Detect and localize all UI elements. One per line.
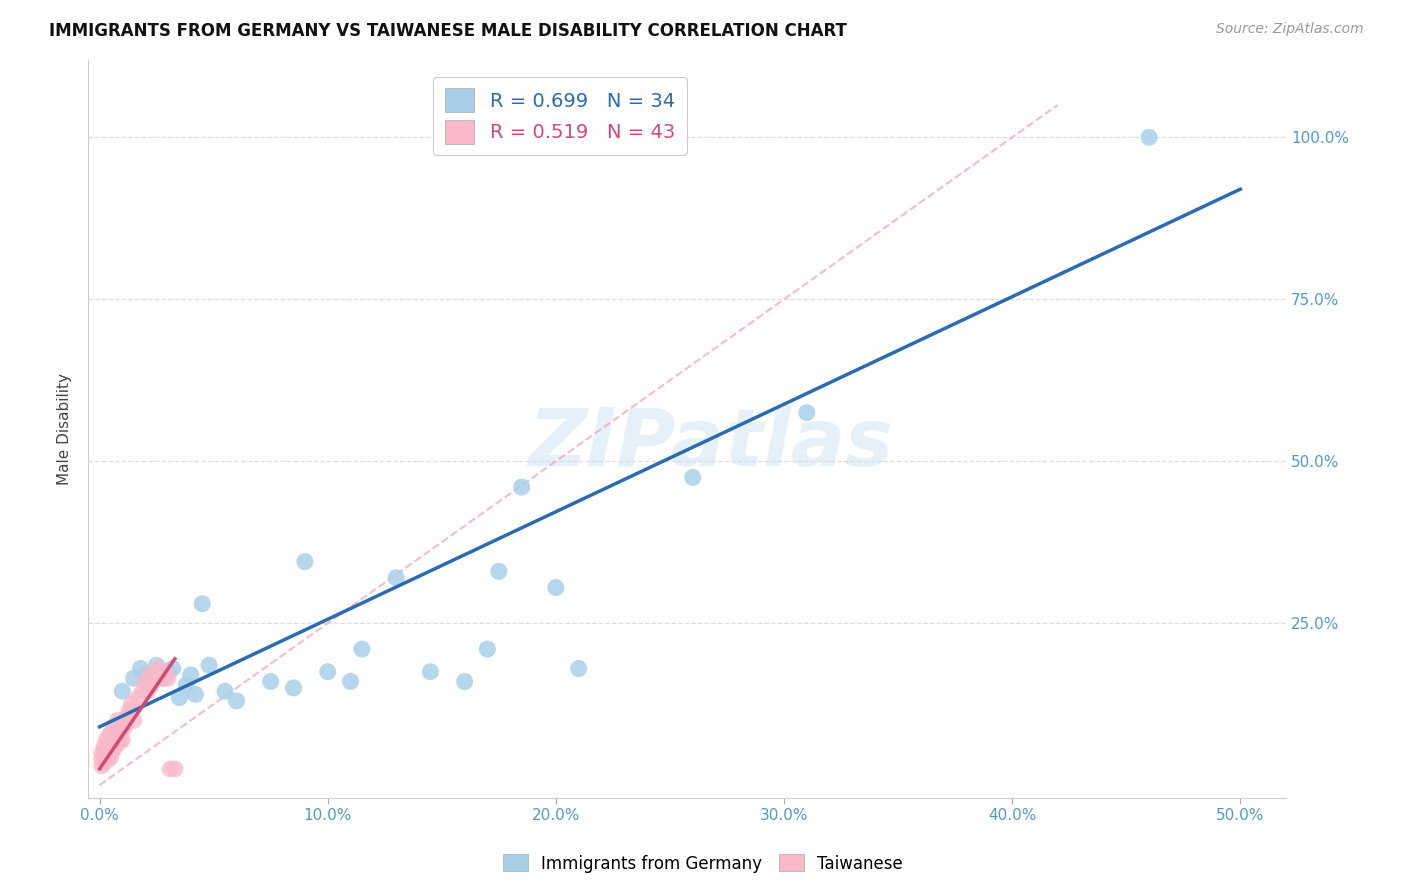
Text: Source: ZipAtlas.com: Source: ZipAtlas.com	[1216, 22, 1364, 37]
Point	[385, 571, 408, 585]
Point	[93, 746, 115, 760]
Point	[155, 668, 177, 682]
Point	[111, 732, 134, 747]
Point	[111, 720, 134, 734]
Point	[97, 752, 120, 766]
Point	[134, 668, 156, 682]
Point	[796, 406, 818, 420]
Point	[339, 674, 361, 689]
Y-axis label: Male Disability: Male Disability	[58, 373, 72, 485]
Point	[93, 756, 115, 770]
Point	[139, 678, 162, 692]
Point	[214, 684, 236, 698]
Point	[145, 665, 167, 679]
Point	[107, 736, 129, 750]
Point	[148, 661, 170, 675]
Point	[191, 597, 214, 611]
Point	[156, 665, 179, 679]
Point	[169, 690, 191, 705]
Point	[100, 748, 122, 763]
Point	[104, 726, 127, 740]
Point	[294, 555, 316, 569]
Point	[115, 710, 138, 724]
Point	[122, 671, 145, 685]
Point	[159, 762, 181, 776]
Point	[114, 720, 136, 734]
Point	[93, 739, 115, 754]
Point	[180, 668, 202, 682]
Point	[132, 684, 155, 698]
Point	[90, 752, 112, 766]
Point	[1137, 130, 1160, 145]
Point	[453, 674, 475, 689]
Point	[419, 665, 441, 679]
Point	[129, 661, 152, 675]
Point	[96, 732, 118, 747]
Point	[121, 697, 143, 711]
Point	[139, 668, 162, 682]
Point	[96, 742, 118, 756]
Point	[122, 714, 145, 728]
Point	[510, 480, 533, 494]
Point	[103, 720, 125, 734]
Legend: Immigrants from Germany, Taiwanese: Immigrants from Germany, Taiwanese	[496, 847, 910, 880]
Point	[100, 736, 122, 750]
Point	[156, 671, 179, 685]
Legend: R = 0.699   N = 34, R = 0.519   N = 43: R = 0.699 N = 34, R = 0.519 N = 43	[433, 77, 686, 155]
Point	[198, 658, 221, 673]
Point	[97, 730, 120, 744]
Text: ZIPatlas: ZIPatlas	[529, 405, 893, 483]
Point	[104, 739, 127, 754]
Point	[163, 762, 186, 776]
Point	[97, 739, 120, 754]
Point	[96, 752, 118, 766]
Point	[316, 665, 339, 679]
Point	[184, 687, 207, 701]
Point	[100, 726, 122, 740]
Point	[488, 565, 510, 579]
Point	[118, 704, 141, 718]
Point	[141, 678, 163, 692]
Point	[108, 723, 131, 737]
Point	[90, 758, 112, 772]
Point	[90, 746, 112, 760]
Point	[127, 690, 149, 705]
Point	[544, 581, 567, 595]
Point	[108, 732, 131, 747]
Point	[350, 642, 373, 657]
Point	[174, 678, 197, 692]
Point	[225, 694, 247, 708]
Point	[111, 684, 134, 698]
Point	[162, 661, 184, 675]
Point	[107, 714, 129, 728]
Point	[103, 742, 125, 756]
Text: IMMIGRANTS FROM GERMANY VS TAIWANESE MALE DISABILITY CORRELATION CHART: IMMIGRANTS FROM GERMANY VS TAIWANESE MAL…	[49, 22, 846, 40]
Point	[152, 671, 174, 685]
Point	[682, 470, 704, 484]
Point	[152, 671, 174, 685]
Point	[136, 684, 159, 698]
Point	[260, 674, 283, 689]
Point	[145, 658, 167, 673]
Point	[134, 674, 156, 689]
Point	[283, 681, 305, 695]
Point	[477, 642, 499, 657]
Point	[568, 661, 591, 675]
